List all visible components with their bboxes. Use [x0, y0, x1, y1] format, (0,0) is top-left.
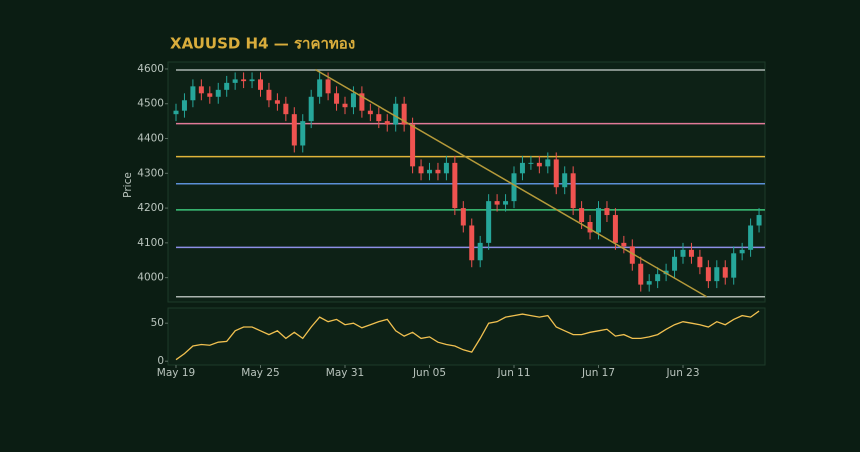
x-tick-label: Jun 11 [496, 367, 530, 379]
candle-body [376, 114, 382, 122]
x-tick-label: May 19 [157, 367, 195, 379]
candle-body [494, 201, 500, 205]
candle-body [570, 173, 576, 209]
y-tick-label: 4400 [137, 133, 164, 145]
candle-body [317, 79, 323, 97]
candle-body [207, 93, 213, 97]
candle-body [249, 79, 255, 82]
candle-body [291, 114, 297, 146]
candle-body [722, 267, 728, 278]
candle-body [300, 121, 306, 146]
candle-body [181, 100, 187, 111]
candle-body [629, 246, 635, 264]
candle-body [359, 93, 365, 111]
candle-body [612, 215, 618, 243]
candle-body [638, 263, 644, 285]
candle-body [190, 86, 196, 101]
candle-body [443, 162, 449, 174]
candle-body [511, 173, 517, 202]
candle-body [553, 159, 559, 188]
candle-body [562, 173, 568, 188]
candle-body [731, 253, 737, 278]
candle-body [452, 162, 458, 209]
candle-body [342, 103, 348, 108]
candle-body [587, 222, 593, 233]
candle-body [756, 215, 762, 226]
y-tick-label: 4000 [137, 272, 164, 284]
candle-body [460, 208, 466, 226]
candle-body [646, 281, 652, 285]
candle-body [325, 79, 331, 94]
candle-body [350, 93, 356, 108]
x-tick-label: Jun 05 [412, 367, 446, 379]
candle-body [283, 103, 289, 115]
price-panel [167, 61, 766, 303]
candle-body [427, 169, 432, 174]
candle-body [266, 89, 272, 101]
candle-body [596, 208, 601, 233]
candle-body [173, 110, 179, 115]
candle-body [688, 249, 694, 257]
candle-body [241, 79, 247, 82]
y-tick-label: 4500 [137, 98, 164, 110]
candle-body [232, 79, 238, 83]
candle-body [697, 256, 703, 268]
rsi-line [175, 310, 760, 361]
candle-body [528, 162, 534, 164]
rsi-panel [167, 307, 766, 366]
candle-body [258, 79, 263, 90]
candle-body [418, 166, 424, 174]
candle-body [714, 267, 720, 282]
candle-body [401, 103, 407, 125]
candle-body [469, 225, 475, 261]
candle-body [410, 124, 416, 167]
candle-body [367, 110, 373, 115]
candle-body [393, 103, 399, 125]
x-tick-label: Jun 17 [581, 367, 615, 379]
candle-body [536, 162, 542, 167]
candle-body [748, 225, 754, 250]
candle-body [705, 267, 711, 282]
candle-body [477, 242, 483, 261]
candle-body [503, 201, 509, 205]
trendline [315, 69, 708, 298]
candle-body [680, 249, 686, 257]
candle-body [198, 86, 204, 94]
rsi-tick-label: 50 [151, 317, 164, 329]
candle-body [334, 93, 340, 104]
candle-body [224, 82, 230, 90]
candle-body [604, 208, 610, 216]
y-tick-label: 4100 [137, 237, 164, 249]
y-tick-label: 4600 [137, 63, 164, 75]
x-tick-label: May 25 [241, 367, 279, 379]
y-tick-label: 4300 [137, 167, 164, 179]
x-tick-label: Jun 23 [665, 367, 699, 379]
candle-body [672, 256, 678, 271]
candle-body [579, 208, 585, 222]
candle-body [519, 162, 525, 174]
candle-body [545, 159, 551, 167]
chart-title: XAUUSD H4 — ราคาทอง [170, 35, 355, 53]
y-tick-label: 4200 [137, 202, 164, 214]
candle-body [621, 242, 627, 247]
rsi-tick-label: 0 [157, 355, 164, 367]
candle-body [655, 274, 661, 282]
candle-body [215, 89, 221, 97]
candle-body [739, 249, 745, 254]
candle-body [486, 201, 492, 243]
candle-body [435, 169, 441, 174]
candle-body [308, 96, 314, 122]
y-axis-title: Price [122, 172, 134, 198]
x-tick-label: May 31 [326, 367, 364, 379]
candle-body [384, 121, 390, 125]
candle-body [274, 100, 280, 104]
